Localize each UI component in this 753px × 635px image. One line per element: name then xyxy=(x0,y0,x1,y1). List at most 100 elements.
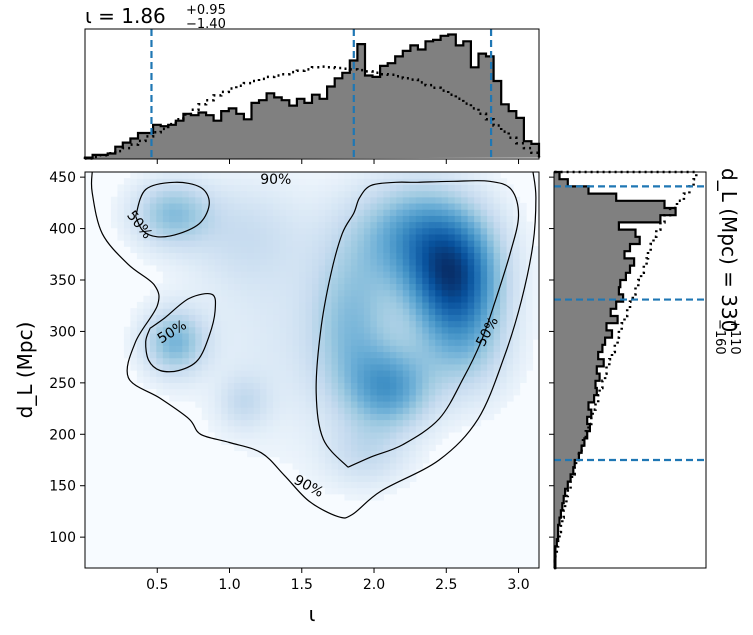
heatmap-cell xyxy=(175,394,183,402)
heatmap-cell xyxy=(519,233,527,241)
heatmap-cell xyxy=(506,339,514,346)
heatmap-cell xyxy=(461,376,469,383)
heatmap-cell xyxy=(461,388,469,396)
heatmap-cell xyxy=(156,209,164,216)
heatmap-cell xyxy=(474,382,482,390)
heatmap-cell xyxy=(435,221,443,229)
right-title: d_L (Mpc) = 330 +110 −160 xyxy=(712,168,742,355)
top-panel-ticks xyxy=(156,159,520,164)
heatmap-cell xyxy=(292,178,300,185)
heatmap-cell xyxy=(344,227,352,235)
heatmap-cell xyxy=(117,196,125,204)
heatmap-cell xyxy=(175,295,183,303)
heatmap-cell xyxy=(526,301,534,309)
heatmap-cell xyxy=(324,419,333,427)
heatmap-cell xyxy=(376,295,384,303)
heatmap-cell xyxy=(318,221,326,229)
heatmap-cell xyxy=(487,326,495,334)
heatmap-cell xyxy=(428,314,436,322)
heatmap-cell xyxy=(162,178,170,185)
heatmap-cell xyxy=(292,184,300,192)
heatmap-cell xyxy=(214,308,222,315)
heatmap-cell xyxy=(435,332,443,340)
heatmap-cell xyxy=(422,456,430,464)
heatmap-cell xyxy=(305,283,313,291)
heatmap-cell xyxy=(467,363,475,371)
heatmap-cell xyxy=(299,407,307,414)
heatmap-cell xyxy=(175,264,183,272)
heatmap-cell xyxy=(214,363,222,371)
heatmap-cell xyxy=(448,246,456,254)
heatmap-cell xyxy=(318,400,326,408)
heatmap-cell xyxy=(396,264,404,272)
heatmap-cell xyxy=(480,202,488,210)
heatmap-cell xyxy=(234,382,242,390)
heatmap-cell xyxy=(363,301,371,309)
heatmap-cell xyxy=(467,394,475,402)
heatmap-cell xyxy=(363,425,371,433)
heatmap-cell xyxy=(376,351,384,359)
heatmap-cell xyxy=(441,190,449,198)
heatmap-cell xyxy=(136,215,144,223)
heatmap-cell xyxy=(234,190,242,198)
heatmap-cell xyxy=(195,295,203,303)
heatmap-cell xyxy=(415,394,423,402)
heatmap-cell xyxy=(519,209,527,216)
heatmap-cell xyxy=(532,295,539,303)
heatmap-cell xyxy=(286,339,294,346)
heatmap-cell xyxy=(136,363,144,371)
heatmap-cell xyxy=(500,357,508,365)
heatmap-cell xyxy=(286,438,294,445)
heatmap-cell xyxy=(500,295,508,303)
heatmap-cell xyxy=(331,246,339,254)
heatmap-cell xyxy=(221,240,229,247)
heatmap-cell xyxy=(350,233,358,241)
heatmap-cell xyxy=(188,264,196,272)
heatmap-cell xyxy=(227,221,235,229)
heatmap-cell xyxy=(493,400,501,408)
heatmap-cell xyxy=(260,289,268,297)
heatmap-cell xyxy=(312,314,320,322)
heatmap-cell xyxy=(526,332,534,340)
heatmap-cell xyxy=(279,332,287,340)
heatmap-cell xyxy=(370,388,378,396)
heatmap-cell xyxy=(221,345,229,353)
heatmap-cell xyxy=(156,332,164,340)
heatmap-cell xyxy=(182,215,190,223)
heatmap-cell xyxy=(428,252,436,260)
heatmap-cell xyxy=(441,240,449,247)
heatmap-cell xyxy=(467,209,475,216)
heatmap-cell xyxy=(454,394,462,402)
heatmap-cell xyxy=(474,178,482,185)
heatmap-cell xyxy=(253,277,261,284)
heatmap-cell xyxy=(162,370,170,377)
heatmap-cell xyxy=(279,258,287,266)
heatmap-cell xyxy=(169,326,177,334)
heatmap-cell xyxy=(247,407,255,414)
heatmap-cell xyxy=(182,209,190,216)
heatmap-cell xyxy=(532,283,539,291)
heatmap-cell xyxy=(182,295,190,303)
heatmap-cell xyxy=(292,264,300,272)
heatmap-cell xyxy=(136,357,144,365)
heatmap-cell xyxy=(331,444,339,452)
heatmap-cell xyxy=(441,419,449,427)
heatmap-cell xyxy=(396,450,404,458)
heatmap-cell xyxy=(110,202,119,210)
heatmap-cell xyxy=(266,184,274,192)
heatmap-cell xyxy=(273,289,281,297)
heatmap-cell xyxy=(123,202,131,210)
heatmap-cell xyxy=(519,215,527,223)
heatmap-cell xyxy=(493,252,501,260)
heatmap-cell xyxy=(415,196,423,204)
heatmap-cell xyxy=(201,394,209,402)
heatmap-cell xyxy=(383,481,391,489)
heatmap-cell xyxy=(487,413,495,421)
heatmap-cell xyxy=(279,314,287,322)
heatmap-cell xyxy=(357,196,365,204)
heatmap-cell xyxy=(292,271,300,278)
heatmap-cell xyxy=(415,233,423,241)
heatmap-cell xyxy=(260,400,268,408)
heatmap-cell xyxy=(253,178,261,185)
heatmap-cell xyxy=(363,277,371,284)
